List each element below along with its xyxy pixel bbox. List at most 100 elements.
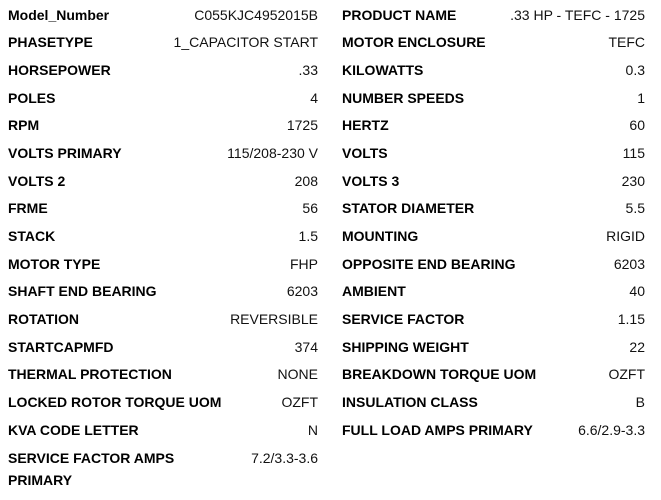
spec-value: 6203 [286, 283, 318, 300]
spec-label: INSULATION CLASS [342, 394, 478, 411]
spec-label: VOLTS 2 [8, 172, 66, 189]
spec-row: ROTATION REVERSIBLE [8, 306, 318, 334]
spec-label: SHIPPING WEIGHT [342, 338, 469, 355]
spec-value: 0.3 [625, 61, 645, 78]
spec-row: SHIPPING WEIGHT 22 [342, 333, 645, 361]
spec-label: POLES [8, 89, 56, 106]
spec-row: RPM 1725 [8, 112, 318, 140]
spec-row: STATOR DIAMETER 5.5 [342, 195, 645, 223]
spec-value: 60 [629, 117, 645, 134]
spec-value: 115 [622, 144, 645, 161]
spec-value: .33 HP - TEFC - 1725 [510, 6, 645, 23]
spec-value: RIGID [606, 228, 645, 244]
spec-value: 6203 [613, 255, 645, 272]
spec-label: LOCKED ROTOR TORQUE UOM [8, 394, 222, 411]
spec-value: 5.5 [625, 200, 645, 217]
spec-value: 115/208-230 V [227, 144, 318, 161]
spec-row: MOUNTING RIGID [342, 223, 645, 251]
spec-row: PHASETYPE 1_CAPACITOR START [8, 29, 318, 57]
spec-label: HORSEPOWER [8, 61, 111, 78]
spec-label: MOTOR ENCLOSURE [342, 34, 486, 51]
spec-value: B [635, 394, 645, 411]
spec-label: MOTOR TYPE [8, 255, 101, 272]
spec-label: FULL LOAD AMPS PRIMARY [342, 421, 533, 438]
spec-row: THERMAL PROTECTION NONE [8, 361, 318, 389]
spec-column-left: Model_Number C055KJC4952015B PHASETYPE 1… [8, 1, 318, 491]
spec-row: AMBIENT 40 [342, 278, 645, 306]
spec-row: FULL LOAD AMPS PRIMARY 6.6/2.9-3.3 [342, 416, 645, 444]
spec-label: BREAKDOWN TORQUE UOM [342, 366, 537, 383]
spec-value: 40 [629, 283, 645, 300]
spec-row: HERTZ 60 [342, 112, 645, 140]
spec-row: STACK 1.5 [8, 223, 318, 251]
spec-label: VOLTS 3 [342, 172, 400, 189]
spec-value: 1.5 [298, 228, 318, 244]
spec-row: STARTCAPMFD 374 [8, 333, 318, 361]
spec-value: FHP [290, 255, 318, 272]
spec-value: 1.15 [617, 311, 645, 328]
spec-row: NUMBER SPEEDS 1 [342, 84, 645, 112]
spec-value: 56 [302, 200, 318, 217]
spec-label: OPPOSITE END BEARING [342, 255, 516, 272]
spec-row: KILOWATTS 0.3 [342, 56, 645, 84]
spec-value: 6.6/2.9-3.3 [578, 421, 645, 438]
spec-label: FRME [8, 200, 48, 217]
spec-label: STATOR DIAMETER [342, 200, 475, 217]
spec-value: OZFT [281, 394, 318, 411]
spec-label: RPM [8, 117, 40, 134]
spec-label: VOLTS PRIMARY [8, 144, 122, 161]
spec-value: REVERSIBLE [230, 311, 318, 328]
spec-label: KVA CODE LETTER [8, 421, 139, 438]
spec-row: VOLTS 2 208 [8, 167, 318, 195]
spec-row: MOTOR ENCLOSURE TEFC [342, 29, 645, 57]
spec-value: 230 [621, 172, 645, 189]
spec-label: HERTZ [342, 117, 389, 134]
spec-row: SERVICE FACTOR AMPS PRIMARY 7.2/3.3-3.6 [8, 444, 318, 491]
spec-row: KVA CODE LETTER N [8, 416, 318, 444]
spec-value: 374 [294, 338, 318, 355]
spec-label: Model_Number [8, 6, 110, 23]
spec-label: PRODUCT NAME [342, 6, 457, 23]
spec-label: MOUNTING [342, 228, 419, 244]
spec-row: POLES 4 [8, 84, 318, 112]
spec-row: VOLTS 115 [342, 139, 645, 167]
spec-label: KILOWATTS [342, 61, 424, 78]
spec-value: NONE [277, 366, 318, 383]
spec-value: 1_CAPACITOR START [173, 34, 318, 51]
spec-value: 1725 [286, 117, 318, 134]
spec-value: 7.2/3.3-3.6 [251, 449, 318, 466]
spec-value: 4 [310, 89, 318, 106]
spec-label: SERVICE FACTOR AMPS PRIMARY [8, 449, 175, 488]
spec-label: NUMBER SPEEDS [342, 89, 465, 106]
spec-label: SHAFT END BEARING [8, 283, 157, 300]
spec-label: STARTCAPMFD [8, 338, 114, 355]
spec-row: INSULATION CLASS B [342, 389, 645, 417]
spec-row: OPPOSITE END BEARING 6203 [342, 250, 645, 278]
spec-value: N [307, 421, 318, 438]
spec-value: C055KJC4952015B [194, 6, 318, 23]
spec-value: 1 [637, 89, 645, 106]
spec-column-right: PRODUCT NAME .33 HP - TEFC - 1725 MOTOR … [342, 1, 645, 491]
spec-value: OZFT [608, 366, 645, 383]
spec-value: .33 [298, 61, 318, 78]
spec-row: VOLTS 3 230 [342, 167, 645, 195]
spec-label: SERVICE FACTOR [342, 311, 465, 328]
spec-row: BREAKDOWN TORQUE UOM OZFT [342, 361, 645, 389]
spec-row: VOLTS PRIMARY 115/208-230 V [8, 139, 318, 167]
spec-label: STACK [8, 228, 56, 244]
spec-label: VOLTS [342, 144, 388, 161]
spec-row: SERVICE FACTOR 1.15 [342, 306, 645, 334]
spec-label: THERMAL PROTECTION [8, 366, 172, 383]
spec-row: PRODUCT NAME .33 HP - TEFC - 1725 [342, 1, 645, 29]
spec-value: 22 [629, 338, 645, 355]
spec-value: 208 [294, 172, 318, 189]
spec-row: HORSEPOWER .33 [8, 56, 318, 84]
spec-label: AMBIENT [342, 283, 406, 300]
spec-label: PHASETYPE [8, 34, 93, 51]
spec-row: MOTOR TYPE FHP [8, 250, 318, 278]
spec-row: LOCKED ROTOR TORQUE UOM OZFT [8, 389, 318, 417]
spec-row: Model_Number C055KJC4952015B [8, 1, 318, 29]
spec-row: SHAFT END BEARING 6203 [8, 278, 318, 306]
spec-row: FRME 56 [8, 195, 318, 223]
